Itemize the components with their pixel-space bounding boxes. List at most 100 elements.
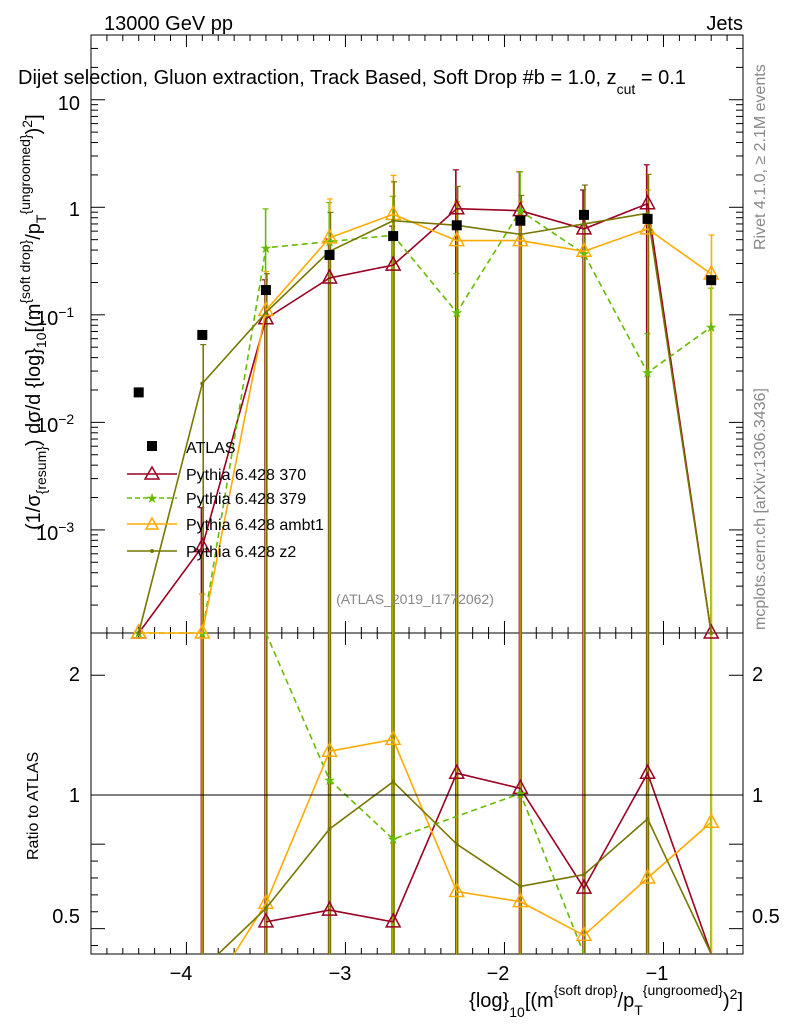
- plot-title-tail: = 0.1: [635, 67, 686, 89]
- ratio-point: [639, 763, 656, 779]
- x-tick-m2: −2: [487, 963, 510, 985]
- atlas-point: [578, 209, 589, 220]
- data-point: ★: [450, 305, 463, 321]
- ratio-point: [581, 872, 586, 877]
- ratio-point: [518, 884, 523, 889]
- data-point: [639, 194, 656, 210]
- ratio-y-tick-1-right: 1: [752, 785, 763, 807]
- ratio-point: [512, 892, 529, 908]
- ratio-y-tick-2: 2: [69, 664, 80, 686]
- atlas-point: [324, 250, 335, 261]
- legend-marker-z2: [150, 549, 154, 553]
- ratio-point: [321, 741, 338, 758]
- series-line-2: [138, 209, 712, 634]
- ratio-point: ★: [323, 772, 336, 788]
- data-point: [194, 623, 211, 639]
- plot-title-sub: cut: [617, 81, 636, 97]
- data-point: [448, 231, 466, 247]
- ratio-point: [575, 925, 593, 942]
- atlas-point: [706, 275, 717, 286]
- ratio-point: ★: [387, 831, 400, 847]
- atlas-point: [642, 213, 653, 224]
- y-tick-10m2: 10−2: [36, 411, 74, 437]
- ratio-point: [384, 729, 402, 746]
- data-point: ★: [578, 246, 591, 262]
- ratio-y-label: Ratio to ATLAS: [25, 752, 42, 860]
- legend-marker-370: [143, 465, 161, 480]
- atlas-point: [197, 329, 208, 340]
- data-point: [391, 218, 396, 223]
- data-point: [575, 219, 593, 235]
- plot-title: Dijet selection, Gluon extraction, Track…: [18, 67, 686, 97]
- data-point: [384, 255, 402, 271]
- mcplots-label: mcplots.cern.ch [arXiv:1306.3436]: [752, 388, 769, 630]
- legend: ATLAS Pythia 6.428 370 ★ Pythia 6.428 37…: [127, 440, 324, 561]
- data-point: [448, 199, 466, 215]
- x-axis-label: {log}10[(m{soft drop}/pT{ungroomed})2]: [469, 982, 743, 1020]
- ratio-line-1: [265, 632, 585, 955]
- atlas-point: [133, 387, 144, 398]
- series-line-3: [138, 213, 712, 634]
- energy-label: 13000 GeV pp: [104, 13, 233, 35]
- legend-marker-atlas: [147, 441, 157, 451]
- data-point: [518, 232, 523, 237]
- y-tick-1: 1: [69, 199, 80, 221]
- legend-label-ambt1: Pythia 6.428 ambt1: [186, 517, 324, 534]
- data-point: ★: [514, 203, 527, 219]
- ratio-series: ★ ★ ★: [217, 632, 720, 955]
- data-point: [581, 221, 586, 226]
- ratio-point: ★: [514, 786, 527, 802]
- data-point: [512, 201, 529, 217]
- ratio-point: [257, 912, 275, 928]
- legend-label-atlas: ATLAS: [186, 440, 236, 457]
- ratio-plot-frame: [90, 632, 744, 955]
- data-point: ★: [323, 234, 336, 250]
- legend-label-370: Pythia 6.428 370: [186, 467, 306, 484]
- data-point: [321, 268, 338, 284]
- plot-title-main: Dijet selection, Gluon extraction, Track…: [18, 67, 617, 89]
- ratio-point: [327, 826, 332, 831]
- ratio-y-tick-05-right: 0.5: [752, 906, 780, 928]
- ratio-y-tick-2-right: 2: [752, 664, 763, 686]
- y-tick-10: 10: [58, 93, 80, 115]
- category-label: Jets: [706, 13, 743, 35]
- series-line-4: [137, 212, 712, 634]
- x-tick-m3: −3: [329, 963, 352, 985]
- series-lines: ★★★★★★★★★★: [130, 194, 720, 641]
- ratio-line-3: [217, 780, 712, 955]
- ratio-line-2: [233, 738, 712, 955]
- ratio-point: [321, 900, 338, 916]
- ratio-line-0: [265, 771, 712, 955]
- legend-label-379: Pythia 6.428 379: [186, 491, 306, 508]
- data-point: ★: [260, 240, 273, 256]
- series-line-1: [138, 202, 712, 634]
- data-point: [194, 536, 211, 553]
- data-point: [136, 631, 141, 635]
- data-point: ★: [641, 365, 654, 381]
- ratio-point: [454, 842, 459, 847]
- data-point: [130, 623, 147, 639]
- ratio-y-tick-1: 1: [69, 785, 80, 807]
- data-point: [200, 381, 205, 386]
- ratio-point: [702, 812, 720, 828]
- ratio-point: [448, 763, 466, 779]
- atlas-point: [515, 215, 526, 226]
- analysis-watermark: (ATLAS_2019_I1772062): [336, 591, 494, 607]
- ratio-point: [448, 881, 466, 898]
- ratio-y-tick-05: 0.5: [52, 906, 80, 928]
- data-point: [321, 228, 338, 244]
- x-tick-m1: −1: [646, 963, 669, 985]
- data-point: [702, 623, 720, 639]
- atlas-point: [260, 285, 271, 296]
- ratio-point: [391, 779, 396, 784]
- legend-label-z2: Pythia 6.428 z2: [186, 544, 296, 561]
- data-point: [512, 231, 529, 247]
- atlas-point: [451, 220, 462, 231]
- ratio-point: [645, 816, 650, 821]
- y-axis-label: (1/σ{resum}) dσ/d {log}10[(m{soft drop}/…: [17, 114, 49, 530]
- ratio-point: [384, 912, 402, 928]
- y-tick-10m3: 10−3: [36, 519, 74, 545]
- data-point: [575, 241, 593, 258]
- data-point: [639, 219, 656, 235]
